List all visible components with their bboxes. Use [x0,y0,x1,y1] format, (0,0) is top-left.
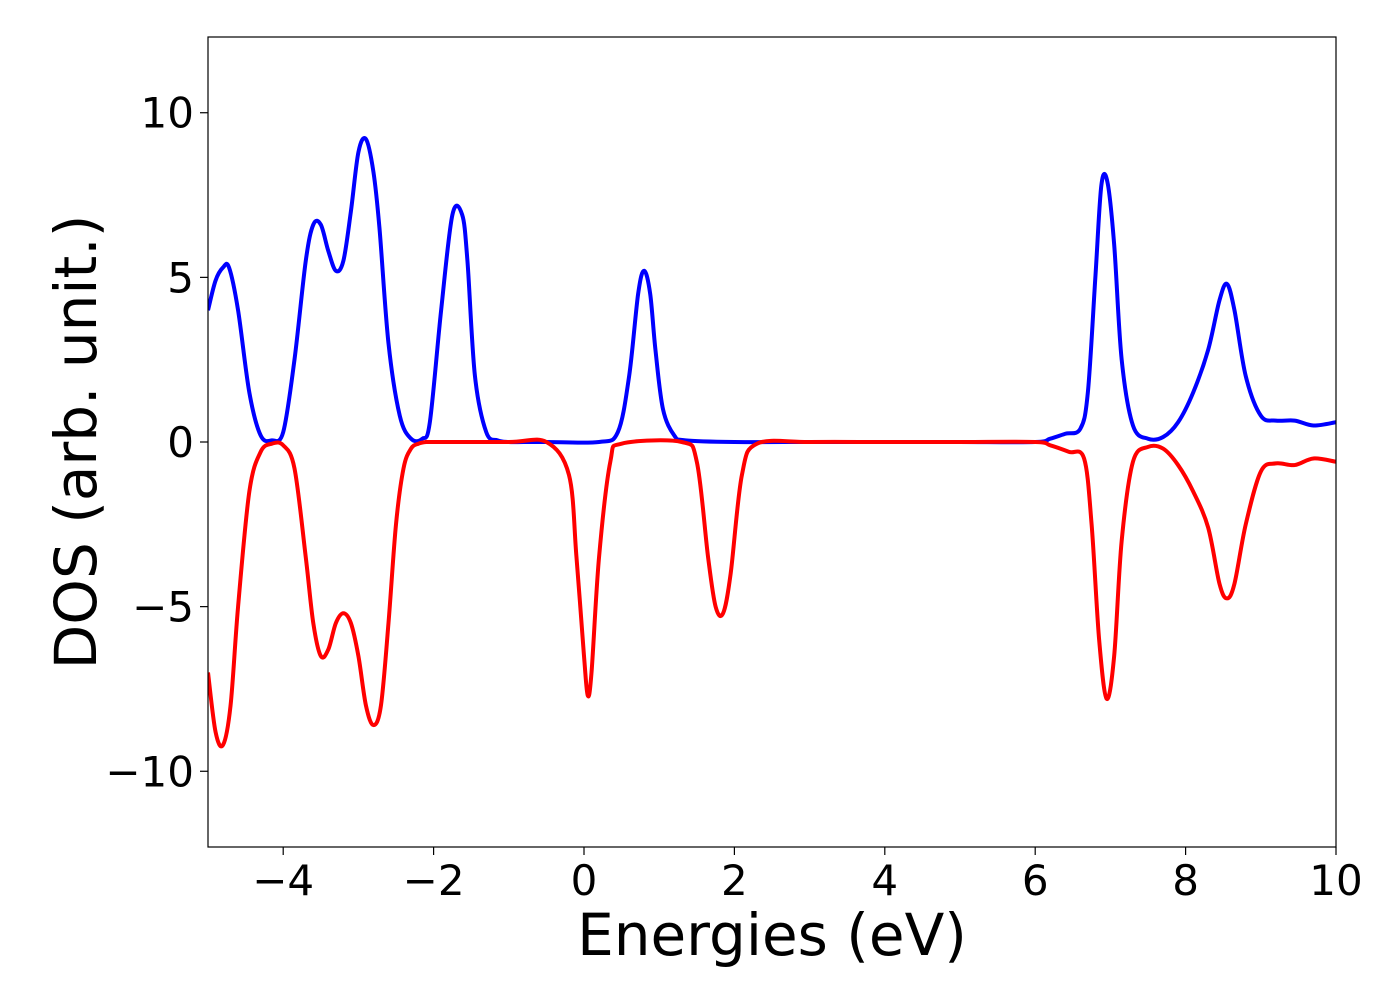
series-line-up [208,136,1336,445]
x-tick-label: −2 [403,856,465,905]
plot-area [208,136,1336,749]
y-tick-label: 0 [167,418,194,467]
x-tick-label: 0 [571,856,598,905]
y-tick-label: 10 [141,89,194,138]
y-axis: 10 5 0 −5 −10 [105,89,208,796]
y-tick-label: −10 [105,747,194,796]
x-axis-label: Energies (eV) [577,901,967,969]
x-tick-label: 2 [721,856,748,905]
x-tick-label: 4 [871,856,898,905]
x-tick-label: 10 [1309,856,1362,905]
y-tick-label: 5 [167,253,194,302]
x-axis: −4 −2 0 2 4 6 8 10 [252,847,1363,905]
x-tick-label: −4 [252,856,314,905]
series-line-down [208,437,1336,749]
x-tick-label: 8 [1172,856,1199,905]
y-axis-label: DOS (arb. unit.) [42,215,110,670]
y-tick-label: −5 [132,583,194,632]
x-tick-label: 6 [1022,856,1049,905]
